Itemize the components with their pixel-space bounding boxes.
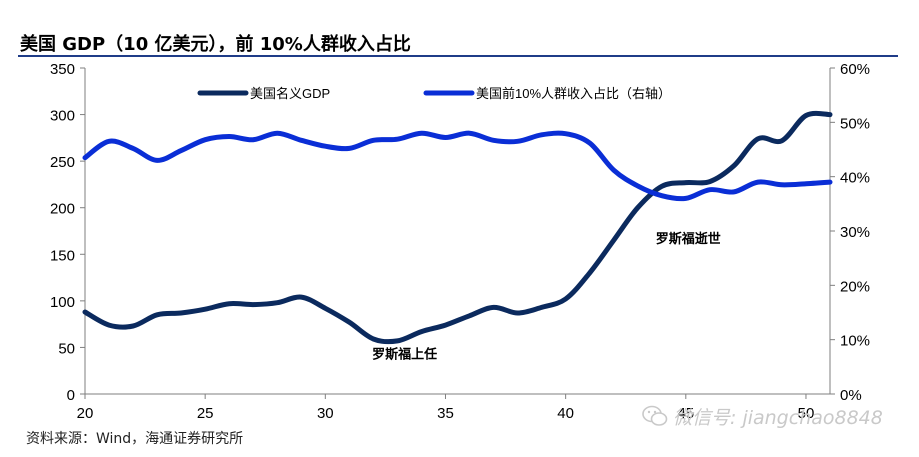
y-left-tick-label: 300: [50, 108, 75, 125]
page-title: 美国 GDP（10 亿美元），前 10%人群收入占比: [20, 34, 411, 55]
title-divider: [18, 55, 898, 57]
x-tick-label: 45: [677, 405, 694, 422]
source-note: 资料来源：Wind，海通证券研究所: [26, 431, 244, 447]
chart-annotation: 罗斯福上任: [372, 347, 437, 362]
legend-item-top10-share-label: 美国前10%人群收入占比（右轴）: [476, 86, 671, 101]
legend-item-gdp-label: 美国名义GDP: [250, 86, 330, 101]
wechat-watermark: 微信号: jiangchao8848: [641, 402, 909, 430]
y-right-tick-label: 30%: [840, 224, 870, 241]
x-tick-label: 20: [77, 405, 94, 422]
y-left-tick-label: 250: [50, 154, 75, 171]
x-tick-label: 35: [437, 405, 454, 422]
y-left-tick-label: 200: [50, 201, 75, 218]
x-tick-label: 30: [317, 405, 334, 422]
y-right-tick-label: 40%: [840, 170, 870, 187]
wechat-icon: [642, 405, 668, 426]
y-left-tick-label: 150: [50, 247, 75, 264]
chart-annotation: 罗斯福逝世: [656, 231, 721, 246]
series-line-top10-share: [82, 130, 833, 202]
y-right-tick-label: 0%: [840, 387, 862, 404]
y-left-tick-label: 50: [58, 340, 75, 357]
watermark-text: 微信号: jiangchao8848: [673, 407, 883, 429]
y-left-tick-label: 100: [50, 294, 75, 311]
y-right-tick-label: 60%: [840, 61, 870, 78]
y-right-tick-label: 20%: [840, 278, 870, 295]
series-line-gdp: [82, 110, 833, 345]
y-right-tick-label: 50%: [840, 115, 870, 132]
x-tick-label: 25: [197, 405, 214, 422]
x-tick-label: 40: [557, 405, 574, 422]
y-left-tick-label: 350: [50, 61, 75, 78]
y-left-tick-label: 0: [67, 387, 75, 404]
y-right-tick-label: 10%: [840, 333, 870, 350]
x-tick-label: 50: [798, 405, 815, 422]
